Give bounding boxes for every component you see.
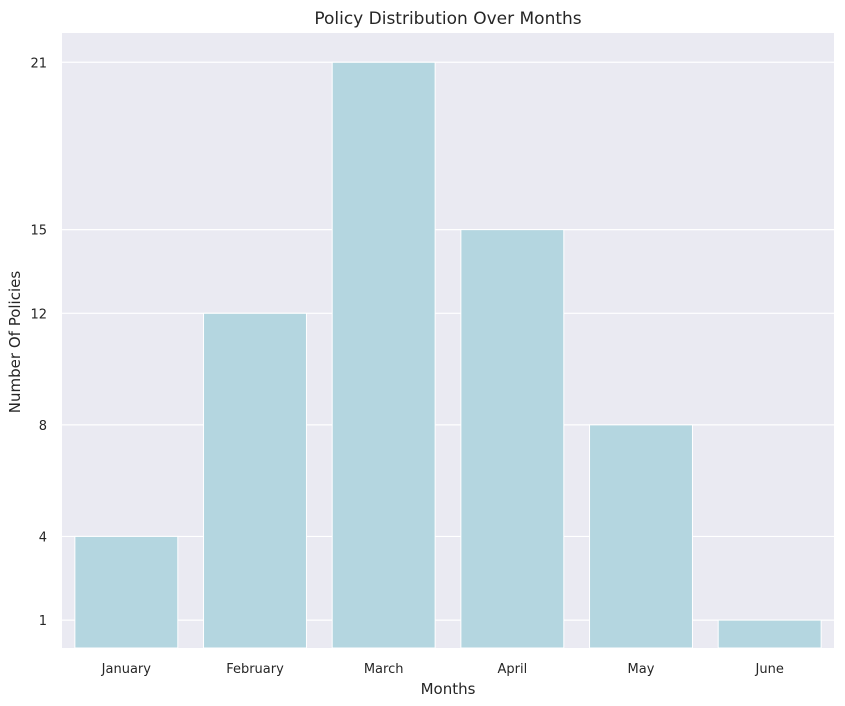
x-tick-labels: January February March April May June bbox=[101, 662, 784, 677]
chart-title: Policy Distribution Over Months bbox=[314, 9, 581, 29]
y-tick-labels: 1 4 8 12 15 21 bbox=[30, 56, 47, 629]
x-axis-label: Months bbox=[421, 680, 476, 698]
bar-january bbox=[74, 535, 179, 649]
x-tick-label: February bbox=[226, 662, 284, 677]
y-axis-label: Number Of Policies bbox=[6, 271, 24, 414]
bar-may bbox=[589, 424, 693, 649]
y-tick-label: 4 bbox=[39, 530, 47, 545]
plot-area bbox=[62, 33, 834, 648]
x-tick-label: May bbox=[628, 662, 655, 677]
bar-april bbox=[460, 229, 565, 649]
bar-march bbox=[331, 61, 436, 649]
y-tick-label: 12 bbox=[30, 307, 47, 322]
y-tick-label: 21 bbox=[30, 56, 47, 71]
x-tick-label: January bbox=[101, 662, 152, 677]
y-tick-label: 1 bbox=[39, 614, 47, 629]
y-tick-label: 15 bbox=[30, 224, 47, 239]
x-tick-label: June bbox=[755, 662, 784, 677]
bars bbox=[74, 61, 822, 649]
y-tick-label: 8 bbox=[39, 419, 47, 434]
x-tick-label: March bbox=[364, 662, 404, 677]
bar-february bbox=[203, 312, 307, 649]
gridlines bbox=[62, 61, 834, 621]
x-tick-label: April bbox=[497, 662, 527, 677]
bar-june bbox=[717, 619, 822, 649]
